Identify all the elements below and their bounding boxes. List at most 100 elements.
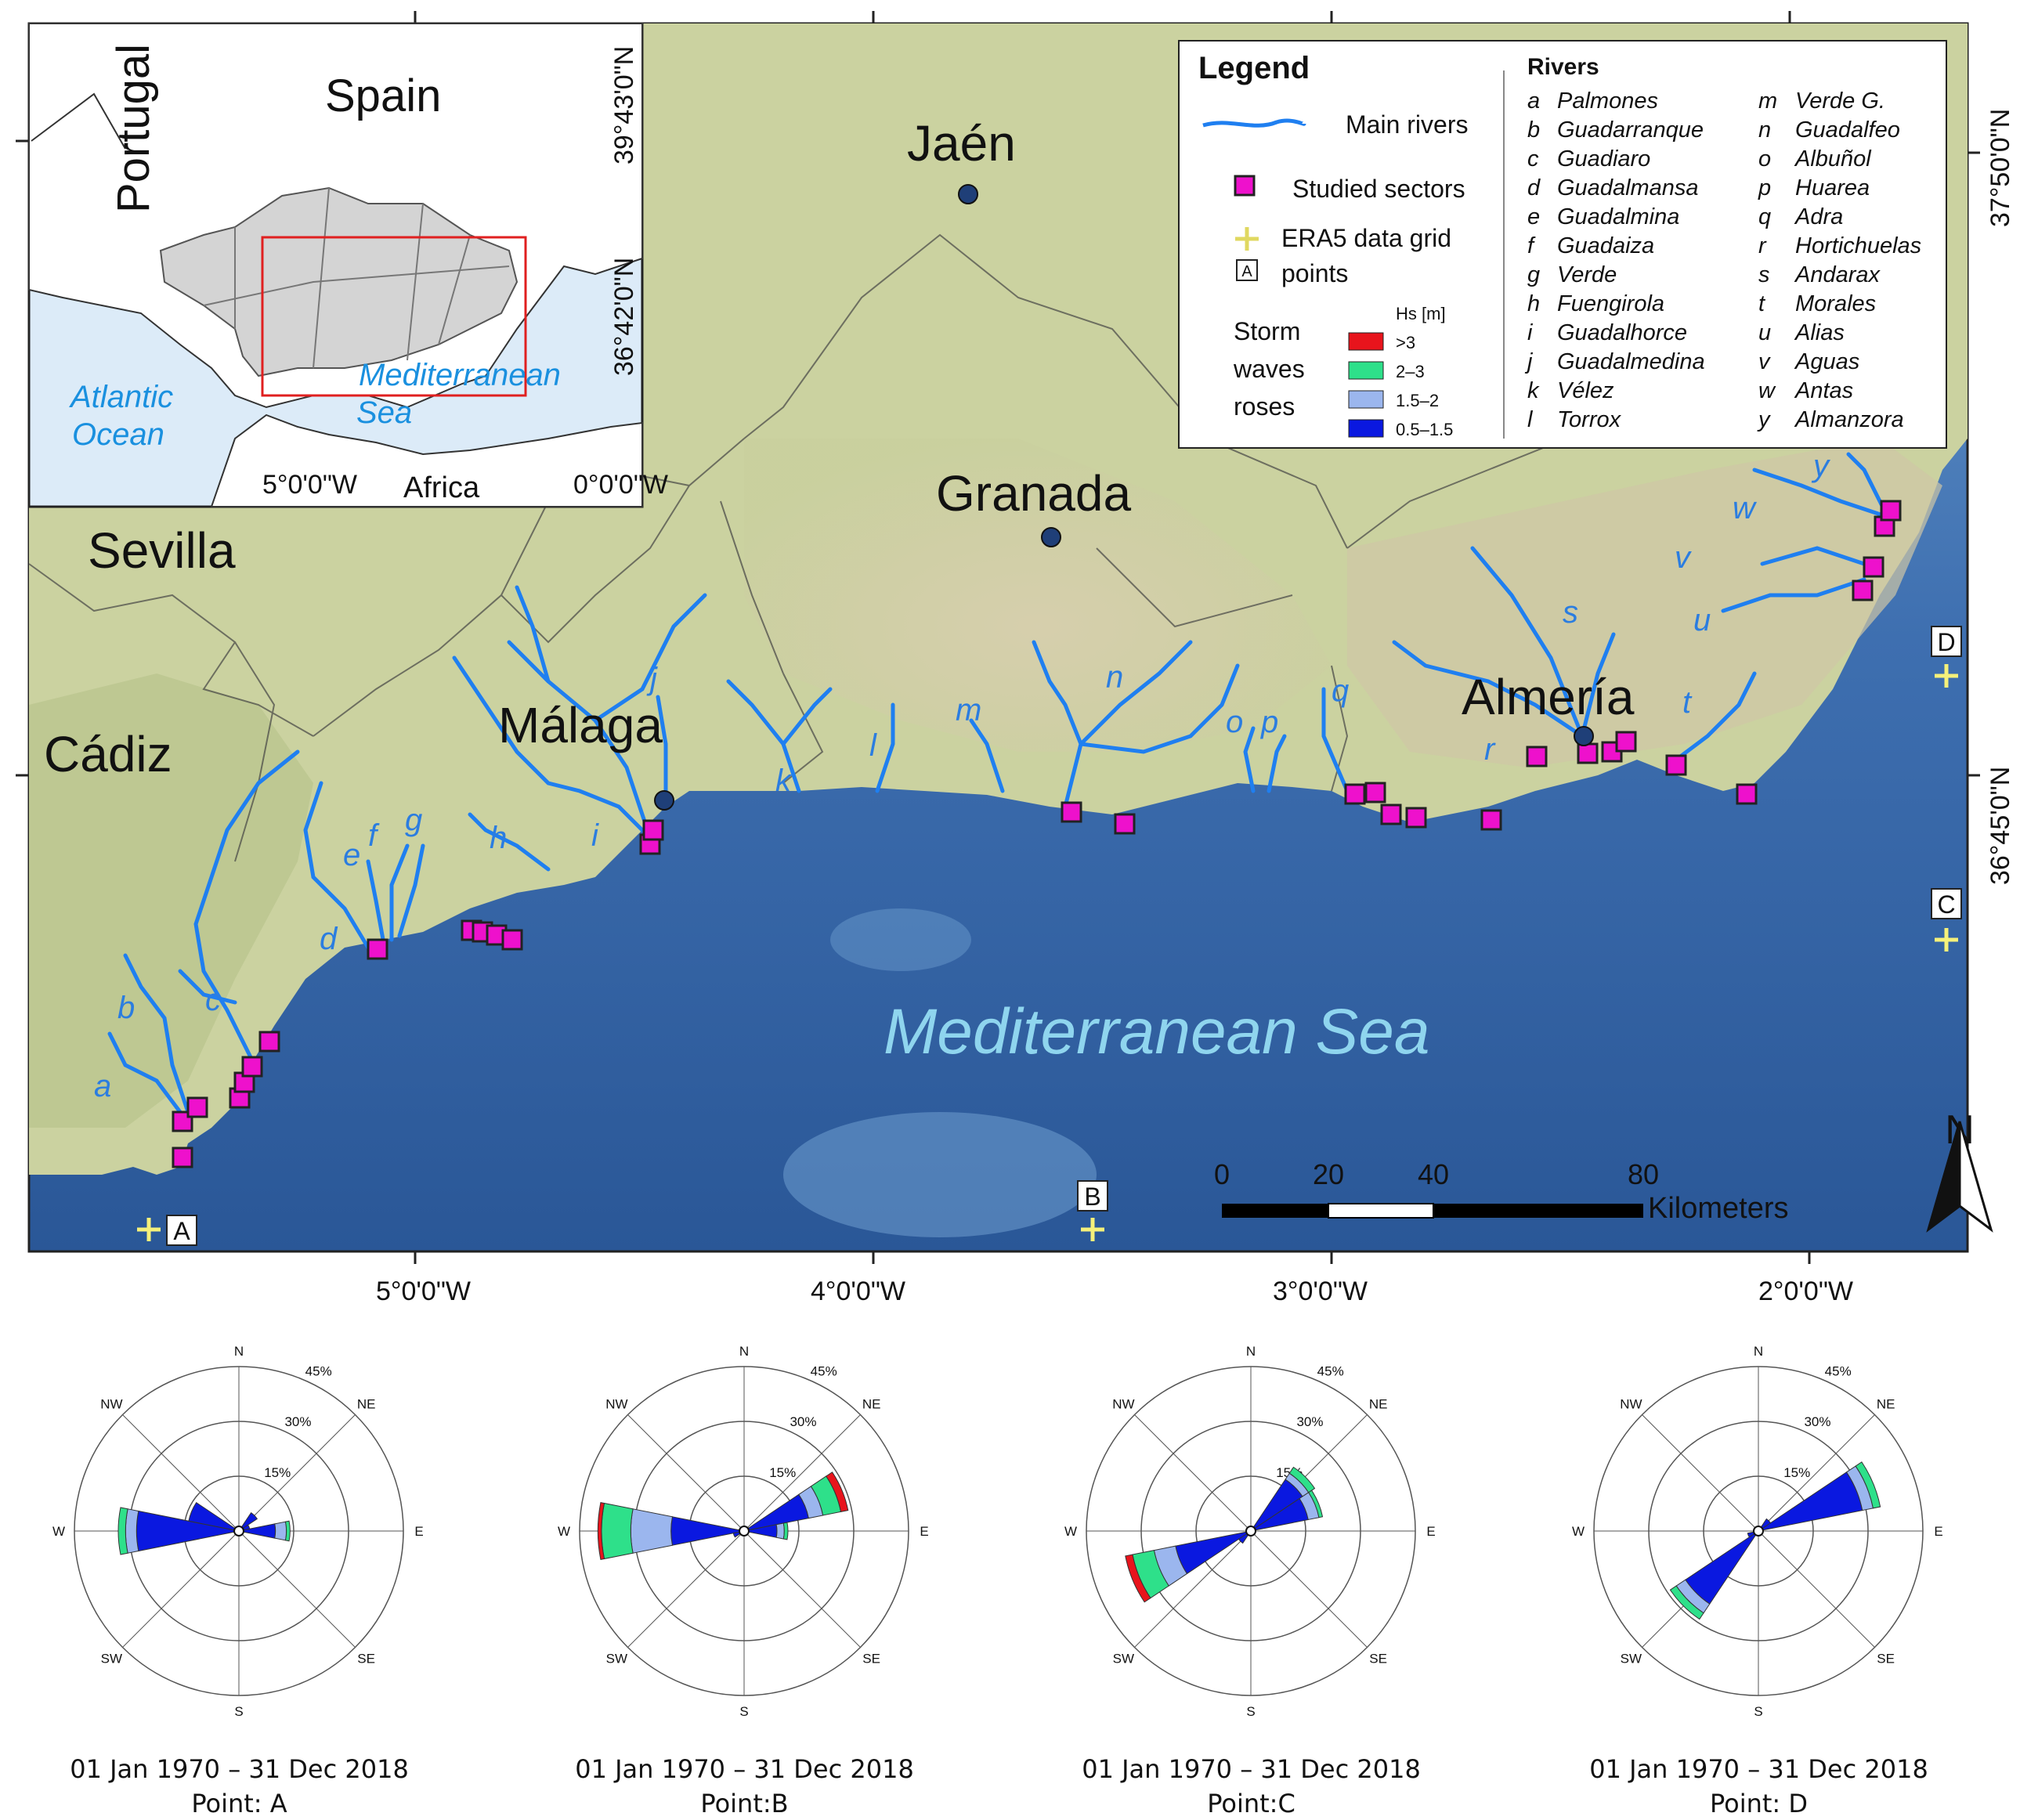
river-letter-h: h (490, 821, 507, 855)
north-arrow: N (1926, 1107, 1993, 1233)
rose-direction-label: NW (1112, 1396, 1134, 1411)
rose-direction-label: W (52, 1524, 65, 1539)
rose-petal-segment (826, 1472, 849, 1513)
grid-point-symbol (1235, 227, 1259, 251)
river-letter-r: r (1484, 732, 1496, 767)
scale-bar: 0 20 40 80 Kilometers (1214, 1158, 1789, 1225)
rose-spoke (1250, 1530, 1368, 1648)
hs-label: 1.5–2 (1396, 391, 1439, 410)
wave-rose-plot: N NE E SE S SW W NW 15% 30% 45% (52, 1344, 424, 1719)
rose-direction-label: W (1572, 1524, 1585, 1539)
inset-atlantic-label: Atlantic (69, 380, 173, 414)
rose-direction-label: W (1064, 1524, 1077, 1539)
rose-direction-label: E (1934, 1524, 1942, 1539)
svg-text:D: D (1937, 628, 1955, 656)
rose-direction-label: W (558, 1524, 570, 1539)
svg-text:80: 80 (1628, 1158, 1659, 1190)
river-key: u (1758, 320, 1771, 345)
rose-spoke (122, 1530, 240, 1648)
rose-ring-label: 45% (305, 1363, 332, 1378)
studied-sector (1665, 754, 1687, 776)
river-name: Guadalmedina (1557, 349, 1705, 374)
rose-date-range: 01 Jan 1970 – 31 Dec 2018 (575, 1754, 914, 1784)
studied-sector (1526, 746, 1548, 767)
river-letter-o: o (1226, 705, 1243, 739)
rose-date-range: 01 Jan 1970 – 31 Dec 2018 (70, 1754, 409, 1784)
river-name: Antas (1794, 378, 1853, 403)
wave-rose: N NE E SE S SW W NW 15% 30% 45% 01 Jan 1970 – 31 De… (1506, 1331, 2011, 1820)
river-letter-d: d (320, 922, 338, 956)
rose-petal-segment (1758, 1472, 1863, 1532)
river-name: Almanzora (1794, 407, 1904, 432)
legend-era5: ERA5 data grid (1281, 224, 1451, 252)
river-key: y (1757, 407, 1771, 432)
inset-map: Spain Portugal Africa Atlantic Ocean Med… (27, 22, 668, 508)
lat-label: 36°45'0"N (1986, 767, 2015, 885)
river-name: Guadaiza (1557, 233, 1654, 258)
main-rivers (107, 452, 1890, 1114)
river-name: Hortichuelas (1795, 233, 1921, 258)
river-letter-i: i (591, 818, 599, 853)
studied-sector (1405, 807, 1427, 829)
studied-sector (1480, 809, 1502, 831)
sector-symbol (1234, 175, 1256, 197)
river-symbol (1202, 118, 1306, 128)
study-area-map: a b c d e f g h i j k l m n o p q r s t … (16, 11, 2015, 1306)
studied-sector (258, 1031, 280, 1053)
river-name: Albuñol (1794, 146, 1872, 172)
inset-africa-label: Africa (403, 471, 480, 504)
rose-petal-segment (125, 1508, 139, 1554)
river-name: Vélez (1557, 378, 1614, 403)
inset-portugal-label: Portugal (108, 44, 159, 213)
legend-era5-points: points (1281, 259, 1348, 287)
river-name: Palmones (1557, 88, 1658, 114)
studied-sector (1852, 580, 1874, 601)
rose-direction-label: N (1246, 1344, 1256, 1359)
wave-rose: N NE E SE S SW W NW 15% 30% 45% 01 Jan 1970 – 31 De… (492, 1331, 997, 1820)
studied-sector (1736, 783, 1758, 805)
river-letter-w: w (1733, 491, 1758, 525)
lon-label: 5°0'0"W (376, 1277, 471, 1306)
river-key: o (1758, 146, 1771, 172)
river-letter-s: s (1563, 595, 1578, 630)
grid-point-D: D (1931, 626, 1962, 688)
river-key: n (1758, 117, 1771, 143)
svg-text:0: 0 (1214, 1158, 1230, 1190)
grid-point-A: A (137, 1215, 197, 1246)
hs-label: 2–3 (1396, 362, 1425, 381)
rose-spoke (1758, 1414, 1875, 1532)
rose-direction-label: SW (1621, 1652, 1642, 1667)
svg-text:A: A (173, 1217, 190, 1245)
rose-direction-label: N (234, 1344, 244, 1359)
seamount (830, 908, 971, 971)
rose-direction-label: N (739, 1344, 749, 1359)
river-letter-b: b (117, 991, 135, 1025)
studied-sector (1863, 556, 1884, 578)
rose-petal-segment (1288, 1466, 1316, 1493)
rose-direction-label: NE (1369, 1396, 1388, 1411)
river-name: Verde (1557, 262, 1617, 287)
river-letter-u: u (1693, 603, 1711, 637)
river-key: f (1527, 233, 1536, 258)
river-name: Guadalhorce (1557, 320, 1687, 345)
rose-direction-label: N (1754, 1344, 1763, 1359)
city-marker-malaga (654, 790, 674, 811)
river-key: l (1527, 407, 1534, 432)
river-key: m (1758, 88, 1777, 114)
rose-spoke (627, 1530, 745, 1648)
river-key: t (1758, 291, 1766, 316)
lon-label: 2°0'0"W (1758, 1277, 1853, 1306)
rose-direction-label: S (739, 1704, 748, 1719)
rose-petal-segment (1308, 1490, 1324, 1518)
river-letter-l: l (869, 728, 877, 763)
river-name: Guadarranque (1557, 117, 1704, 143)
rose-ring-label: 30% (1296, 1414, 1323, 1429)
rose-spoke (122, 1414, 240, 1532)
river-letter-c: c (205, 983, 221, 1017)
river-letter-p: p (1260, 705, 1278, 739)
river-letter-m: m (956, 693, 981, 728)
studied-sector (1577, 742, 1599, 764)
studied-sector (241, 1056, 263, 1078)
city-label-jaen: Jaén (907, 115, 1016, 172)
